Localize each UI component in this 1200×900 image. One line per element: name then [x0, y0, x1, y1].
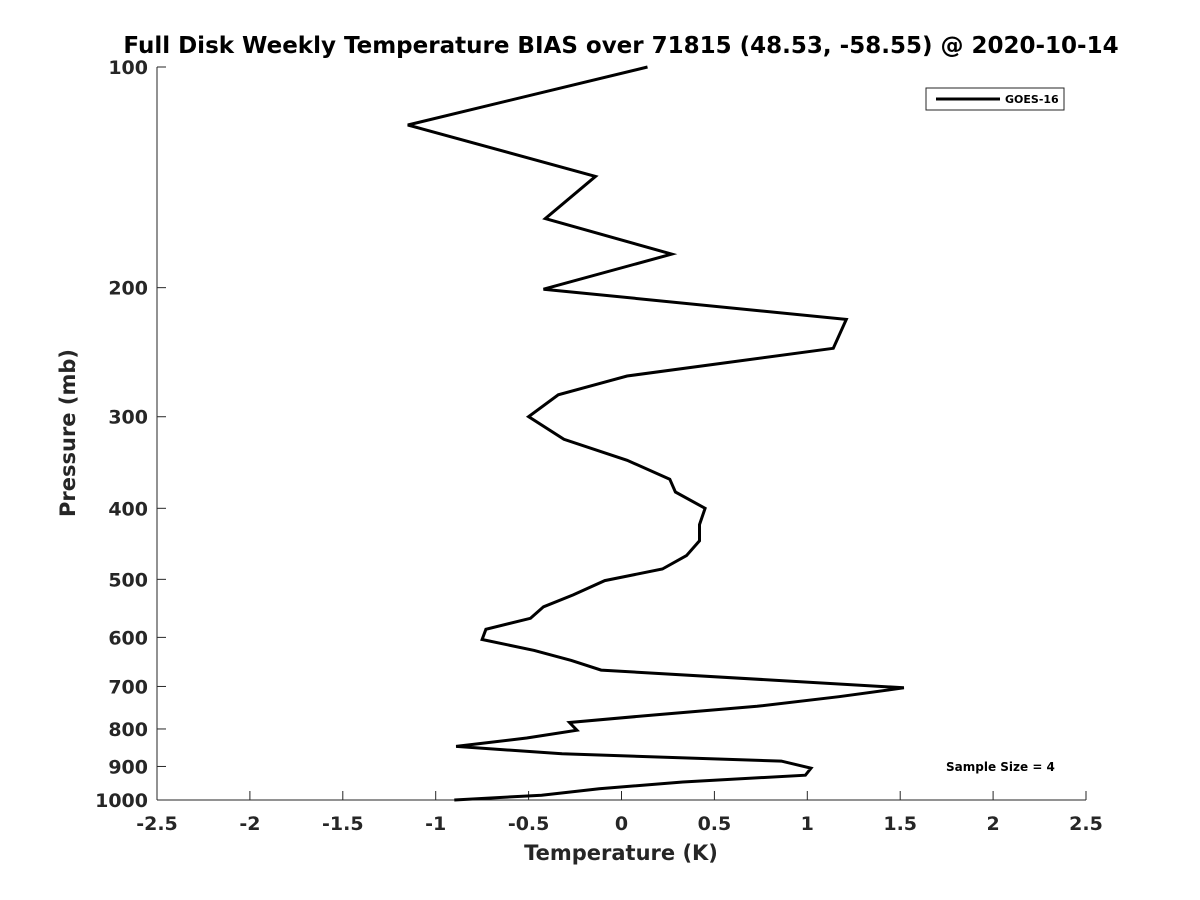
y-ticks: 100 200 300 400 500 600 700 800 900 1000 — [95, 57, 166, 812]
x-tick-label: -2.5 — [136, 813, 178, 835]
x-tick-label: 0 — [615, 813, 628, 835]
x-ticks: -2.5 -2 -1.5 -1 -0.5 0 0.5 1 1.5 2 2.5 — [136, 791, 1103, 835]
x-tick-label: -1.5 — [322, 813, 364, 835]
legend: GOES-16 — [925, 87, 1065, 111]
y-axis-label: Pressure (mb) — [56, 349, 80, 517]
x-tick-label: 1.5 — [883, 813, 917, 835]
x-tick-label: 2 — [986, 813, 999, 835]
y-tick-label: 800 — [108, 719, 148, 741]
x-tick-label: -2 — [239, 813, 260, 835]
legend-entry-goes-16: GOES-16 — [1005, 93, 1059, 106]
series-layer — [407, 65, 905, 802]
series-line-goes-16 — [407, 65, 905, 802]
sample-size-annotation: Sample Size = 4 — [946, 760, 1055, 774]
y-tick-label: 500 — [108, 569, 148, 591]
y-tick-label: 300 — [108, 407, 148, 429]
x-tick-label: 0.5 — [698, 813, 732, 835]
x-axis-label: Temperature (K) — [524, 841, 718, 865]
x-tick-label: -0.5 — [508, 813, 550, 835]
x-tick-label: 2.5 — [1069, 813, 1103, 835]
y-tick-label: 700 — [108, 676, 148, 698]
chart-title: Full Disk Weekly Temperature BIAS over 7… — [123, 33, 1118, 59]
y-tick-label: 1000 — [95, 790, 148, 812]
y-tick-label: 600 — [108, 627, 148, 649]
y-tick-label: 900 — [108, 756, 148, 778]
x-tick-label: -1 — [425, 813, 446, 835]
y-tick-label: 100 — [108, 57, 148, 79]
y-tick-label: 200 — [108, 278, 148, 300]
x-tick-label: 1 — [801, 813, 814, 835]
y-tick-label: 400 — [108, 498, 148, 520]
